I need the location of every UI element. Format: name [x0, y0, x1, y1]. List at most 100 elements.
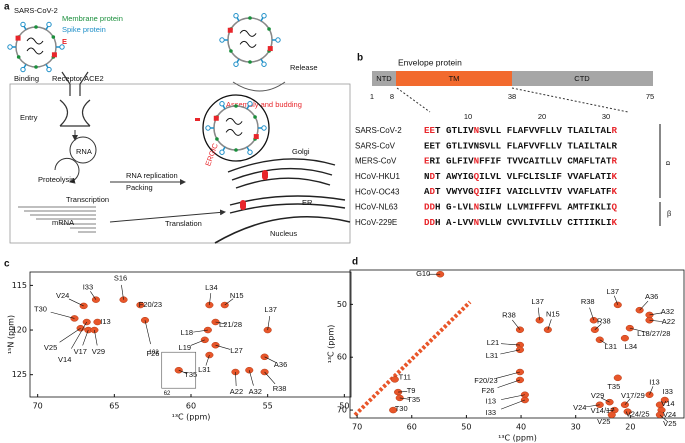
sequence: NDT AWYIGQILVL VLFCLISLIF VVAFLATIK: [424, 171, 617, 182]
sequence: EET GTLIVNSVLL FLAFVVFLLV TLAILTALR: [424, 141, 617, 152]
sequence: DDH A-LVVNVLLW CVVLIVILLV CITIIKLIK: [424, 217, 617, 228]
genome: [239, 29, 257, 48]
sequence: EET GTLIVNSVLL FLAFVVFLLV TLAILTALR: [424, 125, 617, 136]
residues: A: [424, 187, 430, 198]
spike-head: [247, 149, 253, 155]
leader-line: [71, 321, 87, 349]
peak-label: A22: [662, 317, 675, 326]
spike-head: [20, 21, 26, 28]
arrow: [109, 209, 226, 223]
peak-label: A32: [661, 307, 674, 316]
leader-line: [599, 339, 608, 345]
sequence: ERI GLFIVNFFIF TVVCAITLLV CMAFLTATR: [424, 156, 617, 167]
leader-line: [267, 315, 271, 331]
leader-line: [235, 371, 237, 387]
nucleus-label: Nucleus: [270, 229, 297, 238]
residues: H G-LVL: [435, 202, 474, 213]
leader-line: [205, 354, 210, 366]
e-protein: [267, 46, 273, 52]
peak-label: A36: [274, 360, 287, 369]
peak-label: L18/27/28: [637, 329, 670, 338]
mrna-lines: [18, 206, 96, 233]
peak-label: V29: [92, 347, 105, 356]
spike-head: [261, 13, 267, 19]
e-protein: [195, 118, 200, 121]
peak-label: I33: [663, 387, 673, 396]
budding-vesicle: [202, 94, 270, 162]
assembly-label: Assembly and budding: [226, 100, 302, 109]
peak-label: V17/29: [621, 391, 645, 400]
leader-line: [68, 298, 84, 307]
y-axis-label: ¹⁵N (ppm): [7, 315, 16, 354]
membrane-protein: [229, 49, 233, 53]
leader-line: [90, 291, 97, 300]
membrane-protein: [248, 16, 252, 20]
e-protein: [213, 115, 219, 121]
leader-line: [585, 404, 600, 408]
peak-label: I13: [486, 397, 496, 406]
residues: EE: [424, 125, 436, 136]
nucleus: [214, 215, 351, 244]
peak: [90, 326, 99, 334]
spike-head: [261, 125, 267, 131]
entry-label: Entry: [20, 113, 38, 122]
leader-line: [178, 369, 188, 374]
residues: T VWYVG: [435, 187, 474, 198]
peak: [623, 408, 632, 415]
x-tick-label: 60: [407, 423, 417, 432]
leader-line: [94, 329, 98, 346]
position-label: 38: [508, 92, 516, 101]
leader-line: [659, 414, 668, 422]
residues: N: [474, 217, 480, 228]
spike-head: [219, 149, 225, 155]
peak-label: R38: [502, 311, 516, 320]
peak-label: L21/28: [219, 320, 242, 329]
spike-label: Spike protein: [62, 25, 106, 34]
residues: K: [611, 171, 617, 182]
plot-frame: [349, 269, 685, 419]
spike-head: [219, 101, 225, 107]
leader-line: [649, 319, 663, 322]
peak-label: V25: [44, 343, 57, 352]
residues: N: [424, 171, 430, 182]
residues: R: [611, 125, 617, 136]
x-tick-label: 60: [186, 402, 196, 411]
leader-line: [248, 370, 254, 386]
leader-line: [224, 298, 234, 306]
residues: DD: [424, 202, 436, 213]
zoom-lines: [396, 87, 629, 113]
peak-label: I13: [649, 378, 659, 387]
x-tick-label: 50: [461, 423, 471, 432]
peak-label: L37: [264, 305, 277, 314]
membrane-protein: [34, 25, 38, 29]
spike-head: [46, 21, 52, 28]
leader-line: [193, 329, 208, 333]
leader-line: [264, 356, 276, 363]
leader-line: [629, 327, 647, 333]
peak-label: V25: [663, 419, 676, 428]
leader-line: [144, 320, 151, 345]
x-tick-label: 50: [339, 402, 349, 411]
species-name: MERS-CoV: [355, 157, 397, 166]
binding-label: Binding: [14, 74, 39, 83]
peak-label: A36: [645, 292, 658, 301]
peak-label: T30: [395, 404, 408, 413]
peak: [390, 376, 399, 383]
peak-label: T35: [407, 395, 420, 404]
residues: E: [424, 156, 430, 167]
protein-title: Envelope protein: [398, 57, 462, 67]
domain-label: NTD: [376, 74, 392, 83]
peak-label: F26: [147, 349, 160, 358]
ruler-label: 30: [602, 112, 610, 121]
position-label: 75: [646, 92, 654, 101]
leader-line: [209, 293, 212, 306]
species-name: HCoV-HKU1: [355, 172, 400, 181]
peak-label: V24: [663, 410, 676, 419]
inset-box: [161, 351, 197, 389]
y-tick-label: 50: [337, 300, 347, 309]
peak-label: V14: [58, 355, 71, 364]
membrane-protein: [234, 104, 238, 108]
leader-line: [500, 399, 525, 410]
position-label: 1: [370, 92, 374, 101]
residues: N: [474, 125, 480, 136]
